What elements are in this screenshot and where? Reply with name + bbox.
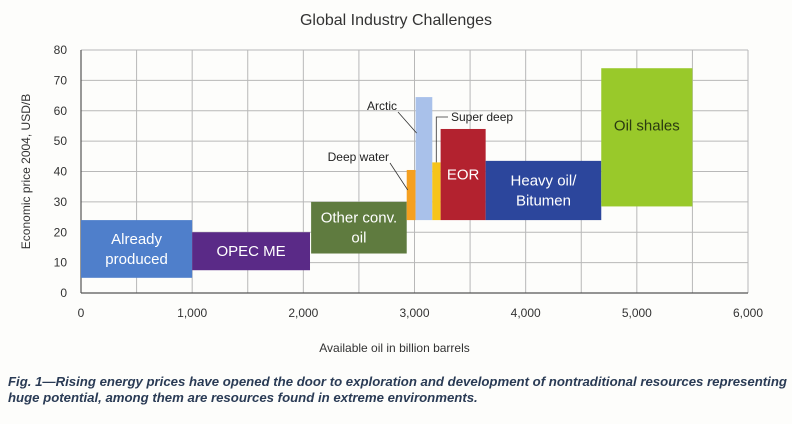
callout-leader (397, 111, 417, 134)
bar-arctic (415, 97, 433, 221)
y-tick-label: 20 (54, 225, 68, 239)
bar-label: Already (111, 231, 162, 248)
y-tick-label: 30 (54, 195, 68, 209)
bar-label: Heavy oil/ (511, 172, 578, 189)
x-tick-label: 6,000 (733, 306, 763, 320)
x-tick-label: 1,000 (177, 306, 207, 320)
x-tick-label: 3,000 (399, 306, 429, 320)
y-axis-label: Economic price 2004, USD/B (19, 94, 33, 249)
bar-eor (440, 128, 486, 221)
y-tick-label: 10 (54, 256, 68, 270)
y-tick-label: 0 (60, 286, 67, 300)
bar-label: Other conv. (321, 210, 397, 227)
x-tick-label: 5,000 (622, 306, 652, 320)
bar-label: produced (105, 251, 168, 268)
y-tick-label: 70 (54, 73, 68, 87)
x-axis-label: Available oil in billion barrels (319, 341, 470, 355)
y-tick-label: 50 (54, 134, 68, 148)
callout-label: Deep water (328, 150, 389, 164)
y-tick-label: 60 (54, 104, 68, 118)
callout-label: Super deep (451, 110, 513, 124)
bar-heavy-oil-bitumen (485, 160, 602, 221)
bar-label: EOR (447, 167, 480, 184)
callout-leader (435, 116, 448, 163)
bar-other-conv-oil (311, 201, 407, 254)
bar-oil-shales (601, 68, 693, 207)
x-tick-label: 0 (78, 306, 85, 320)
bar-label: OPEC ME (216, 243, 285, 260)
bar-label: oil (351, 230, 366, 247)
bar-deep-water (406, 169, 416, 221)
bar-label: Bitumen (516, 192, 571, 209)
x-tick-label: 2,000 (288, 306, 318, 320)
bar-already-produced (81, 220, 193, 278)
figure-caption: Fig. 1—Rising energy prices have opened … (8, 374, 787, 405)
x-tick-label: 4,000 (511, 306, 541, 320)
bar-label: Oil shales (614, 117, 680, 134)
callout-leader (389, 162, 409, 191)
chart-title: Global Industry Challenges (299, 12, 493, 29)
y-tick-label: 80 (54, 43, 68, 57)
bar-super-deep (432, 162, 441, 221)
y-tick-label: 40 (54, 165, 68, 179)
callout-label: Arctic (367, 99, 397, 113)
bar-opec-me (192, 232, 311, 271)
chart: 0 1,000 2,000 3,000 4,000 5,000 6,000 0 10 20 30 40… (19, 43, 763, 355)
